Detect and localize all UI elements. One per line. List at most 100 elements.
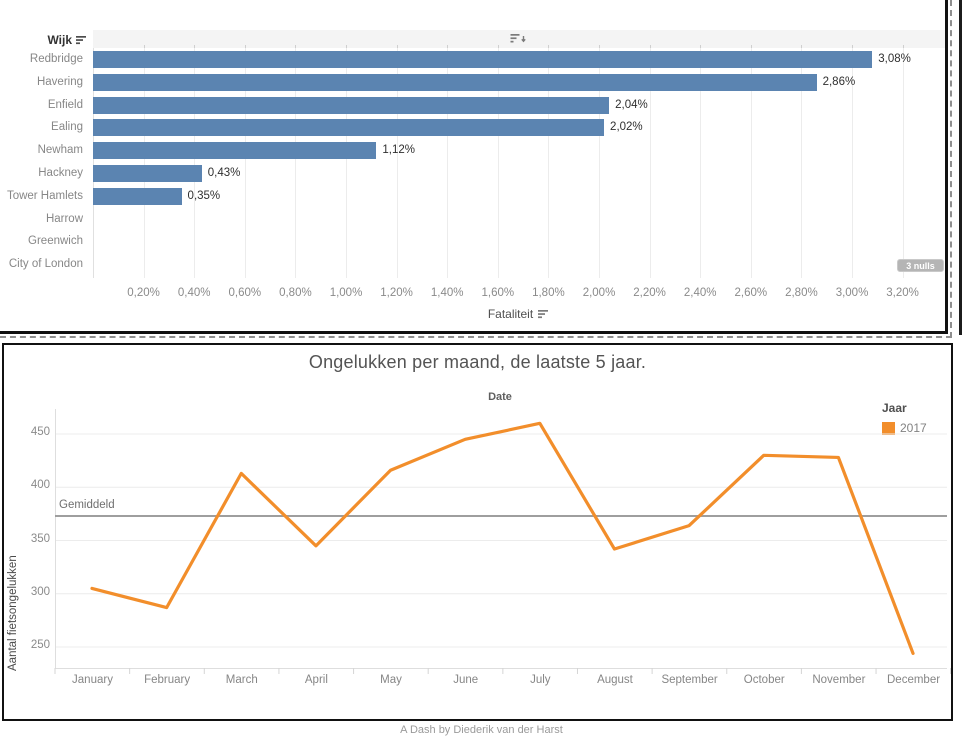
bar[interactable] <box>93 119 605 137</box>
band-tick <box>902 45 904 49</box>
column-header-band <box>93 30 945 49</box>
month-label: June <box>453 674 479 686</box>
bar[interactable] <box>93 165 202 182</box>
gridline <box>497 48 499 278</box>
x-tick-label: 2,20% <box>633 287 666 299</box>
x-axis-title: Date <box>488 391 512 403</box>
sort-descending-icon[interactable] <box>510 32 528 45</box>
x-tick-label: 1,00% <box>329 287 363 299</box>
sort-icon[interactable] <box>538 309 550 319</box>
bar-row: 1,12% <box>93 139 945 162</box>
bar-category-labels: Redbridge Havering Enfield Ealing Newham Hack… <box>0 48 88 276</box>
gridline <box>801 48 803 278</box>
bar-value-label: 1,12% <box>382 144 415 157</box>
bar-value-label: 2,86% <box>822 75 856 88</box>
month-label: April <box>304 674 328 686</box>
category-axis-title: Wijk <box>47 33 72 47</box>
band-tick <box>700 45 702 49</box>
x-tick-label: 0,60% <box>228 287 262 299</box>
bar-value-label: 0,43% <box>207 167 241 179</box>
band-tick <box>497 45 499 49</box>
x-tick-label: 2,00% <box>582 287 616 299</box>
line-plot[interactable] <box>53 409 951 675</box>
band-tick <box>649 45 651 49</box>
x-tick-label: 2,40% <box>683 287 717 299</box>
bar-category-label: Greenwich <box>28 235 83 248</box>
bar-x-ticks: 0,20% 0,40% 0,60% 0,80% 1,00% 1,20% 1,40% 1,60%… <box>93 287 945 301</box>
bar-row: 2,02% <box>93 116 945 139</box>
selection-outline <box>0 0 952 338</box>
band-tick <box>447 45 449 49</box>
band-tick <box>346 45 347 49</box>
band-tick <box>852 45 853 49</box>
bar-value-label: 2,02% <box>610 121 643 134</box>
bar-row: 0,43% <box>93 162 945 185</box>
footer-credit: A Dash by Diederik van der Harst <box>400 724 563 736</box>
bar-rows: 3,08% 2,86% 2,04% 2,02% 1,12% 0,43% 0,35% <box>93 48 945 276</box>
y-tick-label: 350 <box>30 532 50 545</box>
x-tick-label: 1,20% <box>380 287 413 299</box>
gridline <box>700 48 702 278</box>
gridline <box>852 48 853 278</box>
legend-entry[interactable]: 2017 <box>882 421 948 435</box>
y-tick-label: 250 <box>30 639 50 651</box>
band-tick <box>750 45 752 49</box>
value-axis-title: Fataliteit <box>487 307 534 321</box>
gridline <box>346 48 347 278</box>
legend-title: Jaar <box>882 401 907 415</box>
x-tick-label: 2,60% <box>734 287 768 299</box>
y-tick-label: 450 <box>30 426 50 438</box>
gridline <box>750 48 752 278</box>
bar-row: 3,08% <box>93 48 945 71</box>
gridline <box>295 48 297 278</box>
band-tick <box>194 45 196 49</box>
gridline <box>396 48 398 278</box>
x-tick-label: 1,60% <box>481 287 515 299</box>
gridline <box>599 48 600 278</box>
bar-value-label: 3,08% <box>878 53 911 65</box>
band-tick <box>599 45 600 49</box>
band-tick <box>244 45 246 49</box>
bar[interactable] <box>93 73 817 91</box>
gridline <box>194 48 196 278</box>
month-label: August <box>597 674 633 686</box>
month-label: September <box>661 674 718 686</box>
nulls-indicator-badge[interactable]: 3 nulls <box>897 259 944 272</box>
x-tick-label: 3,00% <box>835 287 869 299</box>
bar[interactable] <box>93 51 873 68</box>
bar-category-label: City of London <box>8 258 83 271</box>
bar-category-label: Ealing <box>51 121 83 134</box>
band-tick <box>143 45 145 49</box>
bar-gridlines <box>93 48 945 278</box>
reference-line-label: Gemiddeld <box>59 499 115 511</box>
month-label: July <box>530 674 551 686</box>
legend-swatch <box>882 421 895 435</box>
bar-category-label: Enfield <box>47 98 83 111</box>
axis-line <box>93 48 94 278</box>
bar[interactable] <box>93 142 377 160</box>
gridline <box>649 48 651 278</box>
bar-category-label: Tower Hamlets <box>6 189 83 202</box>
month-labels: January February March April May June July Augu… <box>53 674 951 690</box>
line-chart-panel: Ongelukken per maand, de laatste 5 jaar.… <box>2 343 953 721</box>
y-tick-label: 300 <box>30 585 50 598</box>
x-tick-label: 0,80% <box>279 287 312 299</box>
bar[interactable] <box>93 187 182 205</box>
bar-row: 0,35% <box>93 185 945 208</box>
x-tick-label: 2,80% <box>785 287 818 299</box>
gridline <box>902 48 904 278</box>
x-tick-label: 1,80% <box>532 287 565 299</box>
bar-value-label: 2,04% <box>615 98 648 111</box>
series-line-2017[interactable] <box>90 421 915 655</box>
bar[interactable] <box>93 96 610 114</box>
bar-category-label: Redbridge <box>29 53 83 65</box>
sort-icon[interactable] <box>76 35 88 45</box>
bar-row: 2,04% <box>93 94 945 117</box>
month-label: October <box>743 674 785 686</box>
month-label: May <box>380 674 402 686</box>
bar-chart-panel: Wijk Redbridge Havering Enfield Ealing Newha… <box>0 0 948 334</box>
bar-category-label: Newham <box>37 144 83 157</box>
month-label: November <box>812 674 866 686</box>
gridline <box>244 48 246 278</box>
